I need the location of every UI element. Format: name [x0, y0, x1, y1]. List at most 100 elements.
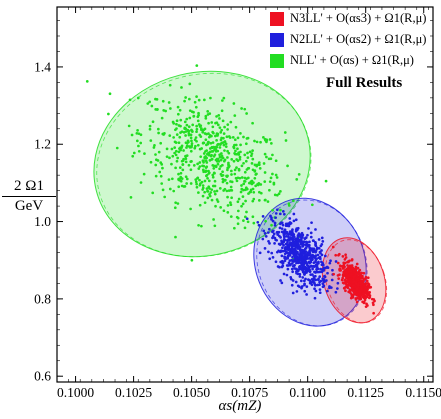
point-1-519 [285, 250, 288, 254]
point-2-477 [343, 286, 346, 290]
point-2-644 [348, 283, 352, 287]
point-1-546 [301, 236, 304, 239]
point-1-643 [310, 221, 313, 225]
point-0-247 [211, 184, 215, 188]
point-1-445 [294, 280, 298, 284]
point-0-58 [185, 123, 189, 127]
point-0-379 [243, 215, 247, 219]
point-2-232 [364, 282, 368, 285]
point-2-424 [362, 300, 366, 304]
point-0-304 [220, 128, 223, 132]
point-0-68 [274, 173, 278, 177]
point-0-187 [240, 164, 244, 168]
point-1-614 [298, 258, 302, 261]
point-1-347 [303, 283, 306, 287]
point-0-594 [192, 114, 196, 118]
point-0-419 [156, 127, 160, 131]
point-0-199 [189, 133, 193, 137]
point-0-625 [174, 141, 178, 144]
point-1-533 [325, 289, 329, 293]
point-0-207 [156, 159, 160, 162]
point-0-361 [189, 136, 193, 140]
point-0-424 [174, 153, 178, 157]
point-0-284 [181, 159, 185, 163]
y-axis-label: 2 Ω1 GeV [2, 178, 56, 215]
point-1-320 [328, 286, 331, 290]
point-0-636 [154, 108, 158, 111]
point-0-626 [240, 184, 243, 187]
legend-entry-n2ll: N2LL' + O(αs2) + Ω1(R,μ) [270, 29, 435, 50]
point-0-451 [297, 173, 301, 176]
point-1-173 [313, 274, 317, 278]
point-0-84 [253, 176, 257, 180]
point-2-325 [368, 295, 372, 299]
point-0-88 [265, 155, 268, 159]
point-0-580 [257, 181, 261, 185]
point-0-230 [203, 179, 207, 183]
point-0-272 [259, 183, 263, 186]
point-2-573 [365, 302, 368, 306]
point-0-11 [234, 149, 237, 153]
point-0-597 [162, 108, 166, 112]
point-0-570 [177, 177, 181, 181]
point-1-375 [290, 283, 294, 287]
legend-label-nll: NLL' + O(αs) + Ω1(R,μ) [290, 53, 414, 67]
point-0-33 [232, 159, 236, 163]
point-1-552 [318, 288, 322, 291]
point-2-125 [343, 258, 347, 261]
point-0-403 [232, 146, 236, 150]
point-0-237 [284, 139, 288, 142]
point-0-38 [167, 101, 171, 104]
point-0-144 [250, 162, 254, 165]
point-1-644 [311, 278, 315, 282]
point-1-68 [261, 214, 265, 218]
point-1-612 [314, 241, 317, 244]
point-1-592 [297, 253, 301, 256]
point-0-505 [186, 128, 190, 132]
point-0-601 [269, 157, 273, 161]
point-1-542 [284, 242, 288, 246]
point-0-157 [222, 143, 226, 147]
point-0-212 [198, 178, 201, 182]
point-0-555 [271, 208, 274, 212]
point-0-274 [175, 133, 179, 136]
x-tick-label-3: 0.1075 [231, 385, 268, 400]
point-0-603 [150, 104, 154, 108]
point-0-577 [175, 119, 179, 123]
point-1-262 [316, 283, 320, 287]
point-0-631 [181, 168, 185, 172]
point-0-51 [196, 143, 200, 147]
point-0-310 [277, 192, 281, 196]
point-0-371 [168, 156, 171, 160]
point-0-500 [216, 123, 220, 127]
point-0-291 [159, 141, 163, 145]
point-1-525 [291, 241, 295, 245]
point-0-372 [193, 146, 197, 150]
point-1-411 [278, 212, 282, 216]
point-1-412 [302, 265, 306, 269]
point-2-647 [359, 281, 362, 285]
point-0-552 [184, 160, 188, 164]
point-1-319 [319, 244, 323, 248]
plot-frame [56, 6, 434, 383]
point-1-415 [284, 224, 288, 228]
point-0-532 [252, 190, 256, 194]
point-0-524 [183, 185, 187, 188]
point-0-615 [199, 155, 203, 159]
point-0-432 [246, 151, 249, 155]
point-0-225 [219, 138, 223, 142]
point-0-60 [236, 147, 239, 151]
point-1-585 [287, 238, 291, 242]
point-1-314 [304, 267, 307, 271]
point-0-414 [264, 219, 267, 223]
point-0-543 [259, 191, 263, 195]
point-2-572 [350, 258, 354, 262]
point-0-630 [202, 128, 206, 132]
point-1-577 [298, 285, 301, 289]
point-1-472 [281, 246, 284, 250]
point-1-494 [282, 272, 286, 276]
point-0-76 [170, 147, 174, 151]
point-0-367 [195, 64, 199, 67]
point-0-140 [173, 151, 176, 155]
point-0-617 [206, 141, 210, 145]
